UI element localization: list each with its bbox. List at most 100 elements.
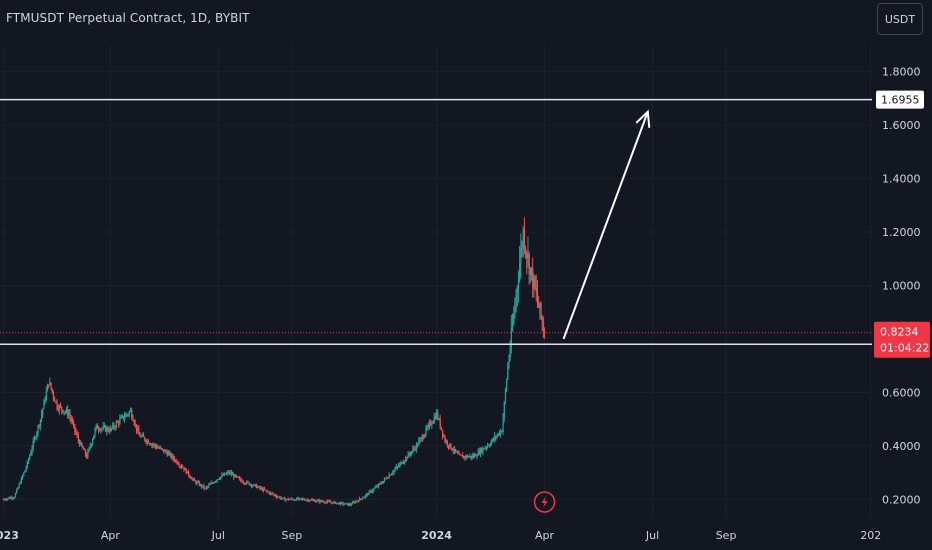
candle-body xyxy=(306,499,308,501)
candle xyxy=(366,492,368,498)
candle xyxy=(252,484,254,488)
candle xyxy=(108,426,110,435)
candle-body xyxy=(176,460,178,464)
horizontal-levels[interactable] xyxy=(0,98,872,346)
candle xyxy=(186,471,189,474)
candle xyxy=(150,442,152,446)
candle xyxy=(45,386,47,402)
lightning-bolt-icon[interactable] xyxy=(533,491,556,513)
candle-body xyxy=(434,416,437,419)
currency-button[interactable]: USDT xyxy=(877,3,923,35)
price-axis[interactable]: 1.8000 1.6000 1.4000 1.2000 1.0000 0.6000 0.40… xyxy=(874,66,930,507)
candle-body xyxy=(373,488,375,491)
candle-body xyxy=(49,382,51,385)
candle xyxy=(538,295,540,309)
candle xyxy=(470,455,472,461)
candle xyxy=(347,503,349,506)
candle-body xyxy=(26,461,28,468)
level-price-tag[interactable] xyxy=(876,90,924,109)
x-tick-label: 202 xyxy=(860,529,881,542)
arrow-shaft[interactable] xyxy=(562,111,649,340)
candle-body xyxy=(290,498,292,500)
candle xyxy=(334,501,336,504)
candle xyxy=(203,483,205,491)
candle-body xyxy=(401,462,403,464)
candle-body xyxy=(363,497,365,499)
arrow-head[interactable] xyxy=(635,109,651,128)
candle-series xyxy=(3,217,546,507)
candle xyxy=(215,480,217,483)
candle xyxy=(452,446,454,455)
candle xyxy=(522,225,524,258)
candle-body xyxy=(200,484,202,486)
alert-bolt[interactable] xyxy=(541,496,548,508)
candle-body xyxy=(116,422,119,424)
candle xyxy=(419,437,421,444)
candle xyxy=(275,494,278,499)
candle xyxy=(495,435,497,442)
candle-body xyxy=(274,494,276,497)
candle xyxy=(62,409,64,414)
candle-body xyxy=(541,316,543,323)
time-axis[interactable]: 2023 Apr Jul Sep 2024 Apr Jul Sep 202 xyxy=(0,529,881,542)
candle-body xyxy=(44,400,46,402)
candle-body xyxy=(262,488,265,491)
candle-body xyxy=(29,455,31,460)
candle xyxy=(243,482,246,486)
candle-body xyxy=(101,428,103,430)
candle xyxy=(406,456,408,461)
candle-body xyxy=(458,454,460,456)
candle xyxy=(251,483,253,489)
candle-body xyxy=(237,476,240,478)
candle xyxy=(19,480,21,485)
candle xyxy=(344,503,346,505)
candle-body xyxy=(533,277,535,288)
candle xyxy=(82,445,84,450)
candle-body xyxy=(163,449,165,453)
candle xyxy=(93,435,95,440)
candle xyxy=(121,414,123,419)
candle-body xyxy=(100,428,102,431)
candle xyxy=(459,453,462,456)
candle xyxy=(92,437,94,446)
candle-body xyxy=(145,440,147,443)
candle xyxy=(242,480,244,485)
candle-body xyxy=(409,453,412,455)
candle-body xyxy=(138,429,140,435)
candle xyxy=(376,484,378,488)
candle-body xyxy=(474,454,476,458)
candle-body xyxy=(345,503,348,505)
candle-body xyxy=(521,247,523,249)
candle-body xyxy=(514,305,516,314)
candle-body xyxy=(493,438,495,440)
candle xyxy=(266,489,268,494)
candle-body xyxy=(165,450,167,453)
candle xyxy=(118,420,120,428)
projection-arrow[interactable] xyxy=(562,109,651,340)
y-tick-label: 0.6000 xyxy=(882,386,921,399)
candle xyxy=(16,488,18,494)
candle-body xyxy=(328,500,330,502)
candle xyxy=(227,470,229,476)
candle-body xyxy=(427,424,429,428)
candle-body xyxy=(510,327,513,348)
candle xyxy=(127,413,129,417)
candle xyxy=(163,449,165,454)
candle xyxy=(143,432,145,438)
x-tick-label: Apr xyxy=(101,529,121,542)
candle xyxy=(444,434,446,443)
candle xyxy=(336,503,338,505)
candle-body xyxy=(470,455,472,458)
candle xyxy=(335,501,337,505)
candle xyxy=(381,481,383,485)
candle-body xyxy=(273,494,275,496)
candle-body xyxy=(258,486,260,488)
candle-body xyxy=(246,481,248,484)
candle xyxy=(61,406,63,415)
candle-body xyxy=(82,446,84,450)
candle xyxy=(300,498,303,501)
candle xyxy=(445,438,447,445)
candle-body xyxy=(233,474,235,478)
candle xyxy=(360,498,362,500)
